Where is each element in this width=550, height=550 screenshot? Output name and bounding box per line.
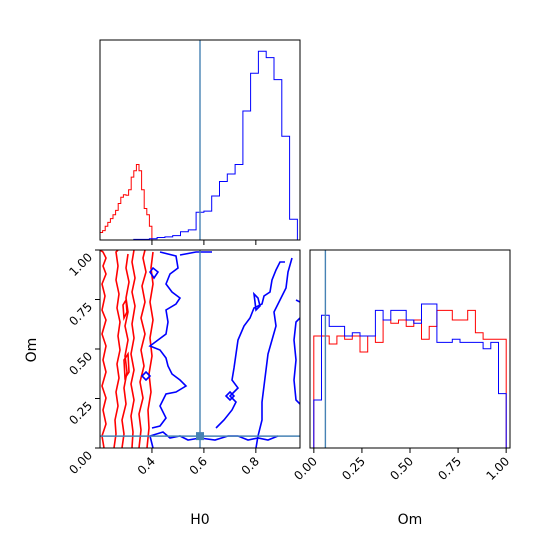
joint-ytick-label-4: 1.00 <box>66 250 95 279</box>
blue-contour-diamond-b <box>140 370 152 382</box>
h0-marginal-ticks <box>151 240 257 245</box>
joint-ytick-label-0: 0.00 <box>66 448 95 477</box>
h0-marginal-panel <box>99 39 301 245</box>
red-contour-mid-a <box>113 250 121 448</box>
red-contour-set <box>100 250 154 448</box>
red-contour-island-a <box>122 297 128 321</box>
h0-om-joint-panel: 0.4 0.6 0.8 0.00 0.25 0.50 0.75 1.00 H0 Om <box>24 249 301 528</box>
blue-contour-edge-b <box>293 317 300 405</box>
blue-contour-island-a <box>252 291 261 312</box>
joint-ytick-label-3: 0.75 <box>66 300 95 329</box>
om-xtick-label-0: 0.00 <box>291 454 320 483</box>
joint-truth-lines <box>100 250 300 448</box>
red-contour-mid-b <box>121 253 130 448</box>
x-axis-label-om: Om <box>398 512 423 528</box>
blue-contour-mid <box>215 261 285 429</box>
om-marginal-ticks: 0.00 0.25 0.50 0.75 1.00 <box>291 448 512 483</box>
om-hist-series-1 <box>313 303 507 448</box>
h0-hist-series-1 <box>126 50 298 240</box>
blue-contour-diamond-a <box>149 266 160 280</box>
red-contour-inner <box>130 250 136 448</box>
om-histograms <box>313 303 507 448</box>
blue-contour-set <box>140 251 300 448</box>
red-contour-outer <box>100 250 107 448</box>
joint-ytick-label-2: 0.50 <box>66 349 95 378</box>
red-contour-island-b <box>123 351 130 381</box>
blue-contour-edge-a <box>295 299 300 303</box>
blue-contour-inner-right <box>255 257 293 448</box>
om-xtick-label-1: 0.25 <box>339 454 368 483</box>
joint-contours <box>100 250 300 448</box>
blue-contour-diamond-c <box>224 390 236 402</box>
joint-xtick-label-2: 0.8 <box>239 454 262 477</box>
h0-histograms <box>100 50 298 240</box>
om-marginal-panel: 0.00 0.25 0.50 0.75 1.00 Om <box>291 249 512 528</box>
blue-contour-top <box>179 251 212 256</box>
h0-marginal-frame <box>99 39 301 241</box>
joint-xtick-label-1: 0.6 <box>187 454 210 477</box>
blue-contour-bottom <box>149 431 279 448</box>
om-marginal-frame <box>309 249 511 449</box>
om-xtick-label-2: 0.50 <box>387 454 416 483</box>
h0-hist-series-0 <box>100 164 155 240</box>
joint-truth-point <box>196 432 204 441</box>
om-xtick-label-3: 0.75 <box>435 454 464 483</box>
y-axis-label-om: Om <box>24 338 40 363</box>
red-contour-edge <box>146 251 154 448</box>
joint-xtick-label-0: 0.4 <box>135 454 158 477</box>
x-axis-label-h0: H0 <box>190 512 209 528</box>
red-contour-right <box>138 250 147 448</box>
om-hist-series-0 <box>313 309 507 448</box>
om-xtick-label-4: 1.00 <box>483 454 512 483</box>
blue-contour-left <box>148 251 188 429</box>
joint-ticks: 0.4 0.6 0.8 0.00 0.25 0.50 0.75 1.00 <box>66 249 262 478</box>
joint-ytick-label-1: 0.25 <box>66 399 95 428</box>
